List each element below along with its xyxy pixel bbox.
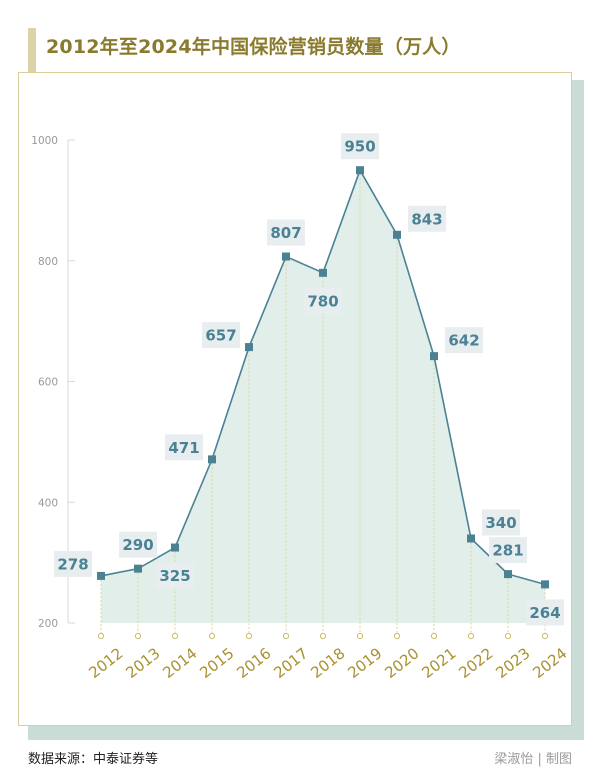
data-point [541, 580, 549, 589]
data-label: 657 [205, 327, 236, 345]
y-tick-label: 1000 [31, 135, 58, 147]
x-tick-label: 2012 [85, 644, 126, 682]
data-label: 642 [448, 332, 479, 350]
data-source: 数据来源：中泰证券等 [28, 752, 159, 767]
data-label: 807 [270, 224, 301, 242]
data-point [208, 455, 216, 464]
data-label-bg [54, 550, 92, 577]
data-label-bg [489, 537, 527, 564]
data-label: 780 [307, 292, 338, 310]
data-point [467, 534, 475, 543]
x-marker-dot [430, 632, 438, 640]
data-point [356, 166, 364, 175]
x-marker-dot [282, 632, 290, 640]
x-marker-dot [356, 632, 364, 640]
y-tick-label: 800 [38, 256, 58, 268]
data-point [504, 570, 512, 579]
data-point [97, 571, 105, 580]
y-tick-label: 200 [38, 618, 58, 630]
data-point [282, 252, 290, 261]
data-point [319, 268, 327, 277]
data-point [134, 564, 142, 573]
x-marker-dot [245, 632, 253, 640]
x-tick-label: 2019 [344, 644, 385, 682]
data-label: 950 [344, 138, 375, 156]
data-label: 281 [492, 542, 523, 560]
y-tick-label: 400 [38, 497, 58, 509]
data-label-bg [202, 322, 240, 349]
x-marker-dot [319, 632, 327, 640]
data-label-bg [445, 327, 483, 354]
title-accent-bar [28, 28, 36, 72]
x-marker-dot [504, 632, 512, 640]
x-marker-dot [541, 632, 549, 640]
data-label-bg [341, 133, 379, 160]
x-tick-label: 2013 [122, 644, 163, 682]
data-label-bg [156, 562, 194, 589]
x-tick-label: 2022 [455, 644, 496, 682]
x-tick-label: 2021 [418, 644, 459, 682]
data-label-bg [526, 599, 564, 626]
data-label-bg [267, 219, 305, 246]
data-label-bg [482, 509, 520, 536]
x-tick-label: 2018 [307, 644, 348, 682]
x-tick-label: 2014 [159, 644, 200, 682]
area-fill [101, 170, 545, 623]
data-label: 264 [529, 604, 560, 622]
data-label: 278 [57, 555, 88, 573]
data-label: 471 [168, 439, 199, 457]
data-label: 290 [122, 536, 153, 554]
x-tick-label: 2017 [270, 644, 311, 682]
x-marker-dot [134, 632, 142, 640]
data-label-bg [119, 531, 157, 558]
x-tick-label: 2020 [381, 644, 422, 682]
data-point [171, 543, 179, 552]
x-marker-dot [171, 632, 179, 640]
x-tick-label: 2016 [233, 644, 274, 682]
x-marker-dot [467, 632, 475, 640]
data-label: 340 [485, 514, 516, 532]
chart-title: 2012年至2024年中国保险营销员数量（万人） [46, 36, 461, 58]
data-label: 325 [159, 567, 190, 585]
x-tick-label: 2015 [196, 644, 237, 682]
x-marker-dot [393, 632, 401, 640]
data-label-bg [165, 434, 203, 461]
data-point [430, 352, 438, 361]
x-marker-dot [97, 632, 105, 640]
chart-credit: 梁淑怡 | 制图 [494, 752, 572, 767]
x-tick-label: 2023 [492, 644, 533, 682]
data-point [245, 343, 253, 352]
data-label: 843 [411, 210, 442, 228]
data-label-bg [304, 287, 342, 314]
x-marker-dot [208, 632, 216, 640]
y-tick-label: 600 [38, 377, 58, 389]
x-tick-label: 2024 [529, 644, 570, 682]
data-label-bg [408, 205, 446, 232]
data-point [393, 230, 401, 239]
